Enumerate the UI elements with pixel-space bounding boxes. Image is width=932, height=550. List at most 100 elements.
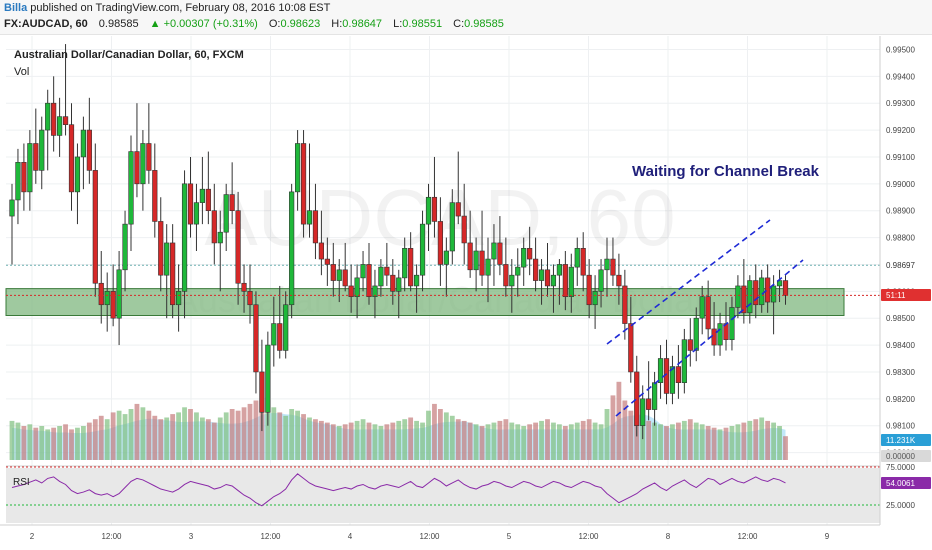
candle[interactable]: [128, 135, 134, 251]
candle[interactable]: [80, 116, 86, 190]
candle[interactable]: [675, 345, 681, 399]
candle[interactable]: [283, 291, 289, 359]
candle[interactable]: [651, 371, 658, 426]
candle[interactable]: [21, 143, 27, 211]
candle[interactable]: [693, 307, 699, 362]
candle[interactable]: [455, 151, 461, 225]
candle[interactable]: [33, 108, 39, 184]
candle[interactable]: [74, 143, 81, 225]
candle[interactable]: [289, 183, 295, 319]
candle[interactable]: [253, 291, 259, 394]
candle[interactable]: [56, 97, 63, 157]
candle[interactable]: [735, 275, 741, 319]
candle[interactable]: [116, 251, 122, 346]
candle[interactable]: [294, 130, 301, 211]
candle[interactable]: [628, 296, 634, 383]
candle[interactable]: [717, 312, 723, 356]
candle[interactable]: [247, 264, 253, 324]
candle[interactable]: [592, 275, 598, 329]
candle[interactable]: [259, 339, 265, 432]
candle[interactable]: [9, 183, 15, 265]
candle[interactable]: [461, 183, 467, 265]
candle[interactable]: [616, 253, 622, 305]
candle[interactable]: [235, 191, 241, 305]
candle[interactable]: [538, 259, 545, 305]
candle[interactable]: [753, 264, 759, 319]
candle[interactable]: [271, 296, 277, 367]
candle[interactable]: [104, 272, 110, 332]
candle[interactable]: [413, 264, 420, 313]
candle[interactable]: [759, 269, 765, 313]
candle[interactable]: [622, 269, 628, 340]
candle[interactable]: [366, 242, 372, 305]
candle[interactable]: [741, 259, 747, 324]
candle[interactable]: [122, 210, 128, 292]
candle[interactable]: [170, 224, 176, 319]
candle[interactable]: [39, 116, 45, 190]
author-link[interactable]: Billa: [4, 2, 28, 14]
candle[interactable]: [598, 259, 604, 308]
channel-upper-line[interactable]: [606, 219, 771, 345]
support-zone[interactable]: [5, 288, 845, 316]
candle[interactable]: [134, 103, 140, 198]
candle[interactable]: [92, 143, 98, 297]
candle[interactable]: [509, 259, 515, 313]
candle[interactable]: [164, 224, 170, 319]
candle[interactable]: [348, 264, 354, 313]
candle[interactable]: [217, 210, 223, 292]
symbol-label[interactable]: FX:AUDCAD, 60: [4, 18, 88, 30]
candle[interactable]: [699, 285, 705, 335]
candle[interactable]: [574, 237, 580, 286]
candle[interactable]: [527, 226, 533, 276]
candle[interactable]: [318, 210, 325, 276]
candle[interactable]: [449, 189, 455, 265]
candle[interactable]: [330, 242, 336, 297]
candle[interactable]: [342, 242, 348, 292]
candle[interactable]: [419, 210, 426, 292]
candle[interactable]: [378, 259, 384, 297]
candle[interactable]: [223, 183, 229, 251]
candle[interactable]: [729, 296, 735, 351]
candle[interactable]: [211, 183, 217, 265]
candle[interactable]: [51, 76, 57, 152]
candle[interactable]: [241, 264, 247, 313]
candle[interactable]: [158, 197, 164, 292]
candle[interactable]: [277, 285, 283, 359]
candle[interactable]: [312, 183, 319, 260]
channel-lower-line[interactable]: [615, 259, 804, 417]
candle[interactable]: [152, 143, 158, 238]
candle[interactable]: [372, 269, 378, 319]
candle[interactable]: [479, 210, 485, 286]
candle[interactable]: [473, 237, 479, 292]
candle[interactable]: [402, 237, 408, 292]
candle[interactable]: [544, 242, 551, 297]
candle[interactable]: [782, 275, 789, 305]
candle[interactable]: [521, 237, 527, 286]
candle[interactable]: [556, 259, 562, 305]
candle[interactable]: [199, 156, 206, 225]
candle[interactable]: [62, 44, 69, 136]
candle[interactable]: [306, 143, 313, 238]
candle[interactable]: [669, 355, 676, 405]
candle[interactable]: [300, 130, 307, 238]
candle[interactable]: [562, 251, 568, 311]
candle[interactable]: [384, 242, 390, 286]
candle[interactable]: [586, 259, 592, 319]
candle[interactable]: [187, 156, 194, 238]
candle[interactable]: [467, 210, 473, 278]
candle[interactable]: [193, 183, 200, 251]
candle[interactable]: [550, 264, 557, 313]
candle[interactable]: [765, 264, 771, 313]
candle[interactable]: [515, 248, 521, 297]
candle[interactable]: [657, 345, 664, 399]
candle[interactable]: [646, 361, 652, 421]
candle[interactable]: [98, 251, 104, 324]
candle[interactable]: [146, 103, 152, 184]
candle[interactable]: [437, 197, 444, 286]
candle[interactable]: [580, 232, 586, 292]
candle[interactable]: [491, 224, 497, 286]
candle[interactable]: [497, 216, 503, 276]
candle[interactable]: [687, 318, 693, 367]
candle[interactable]: [390, 259, 396, 305]
